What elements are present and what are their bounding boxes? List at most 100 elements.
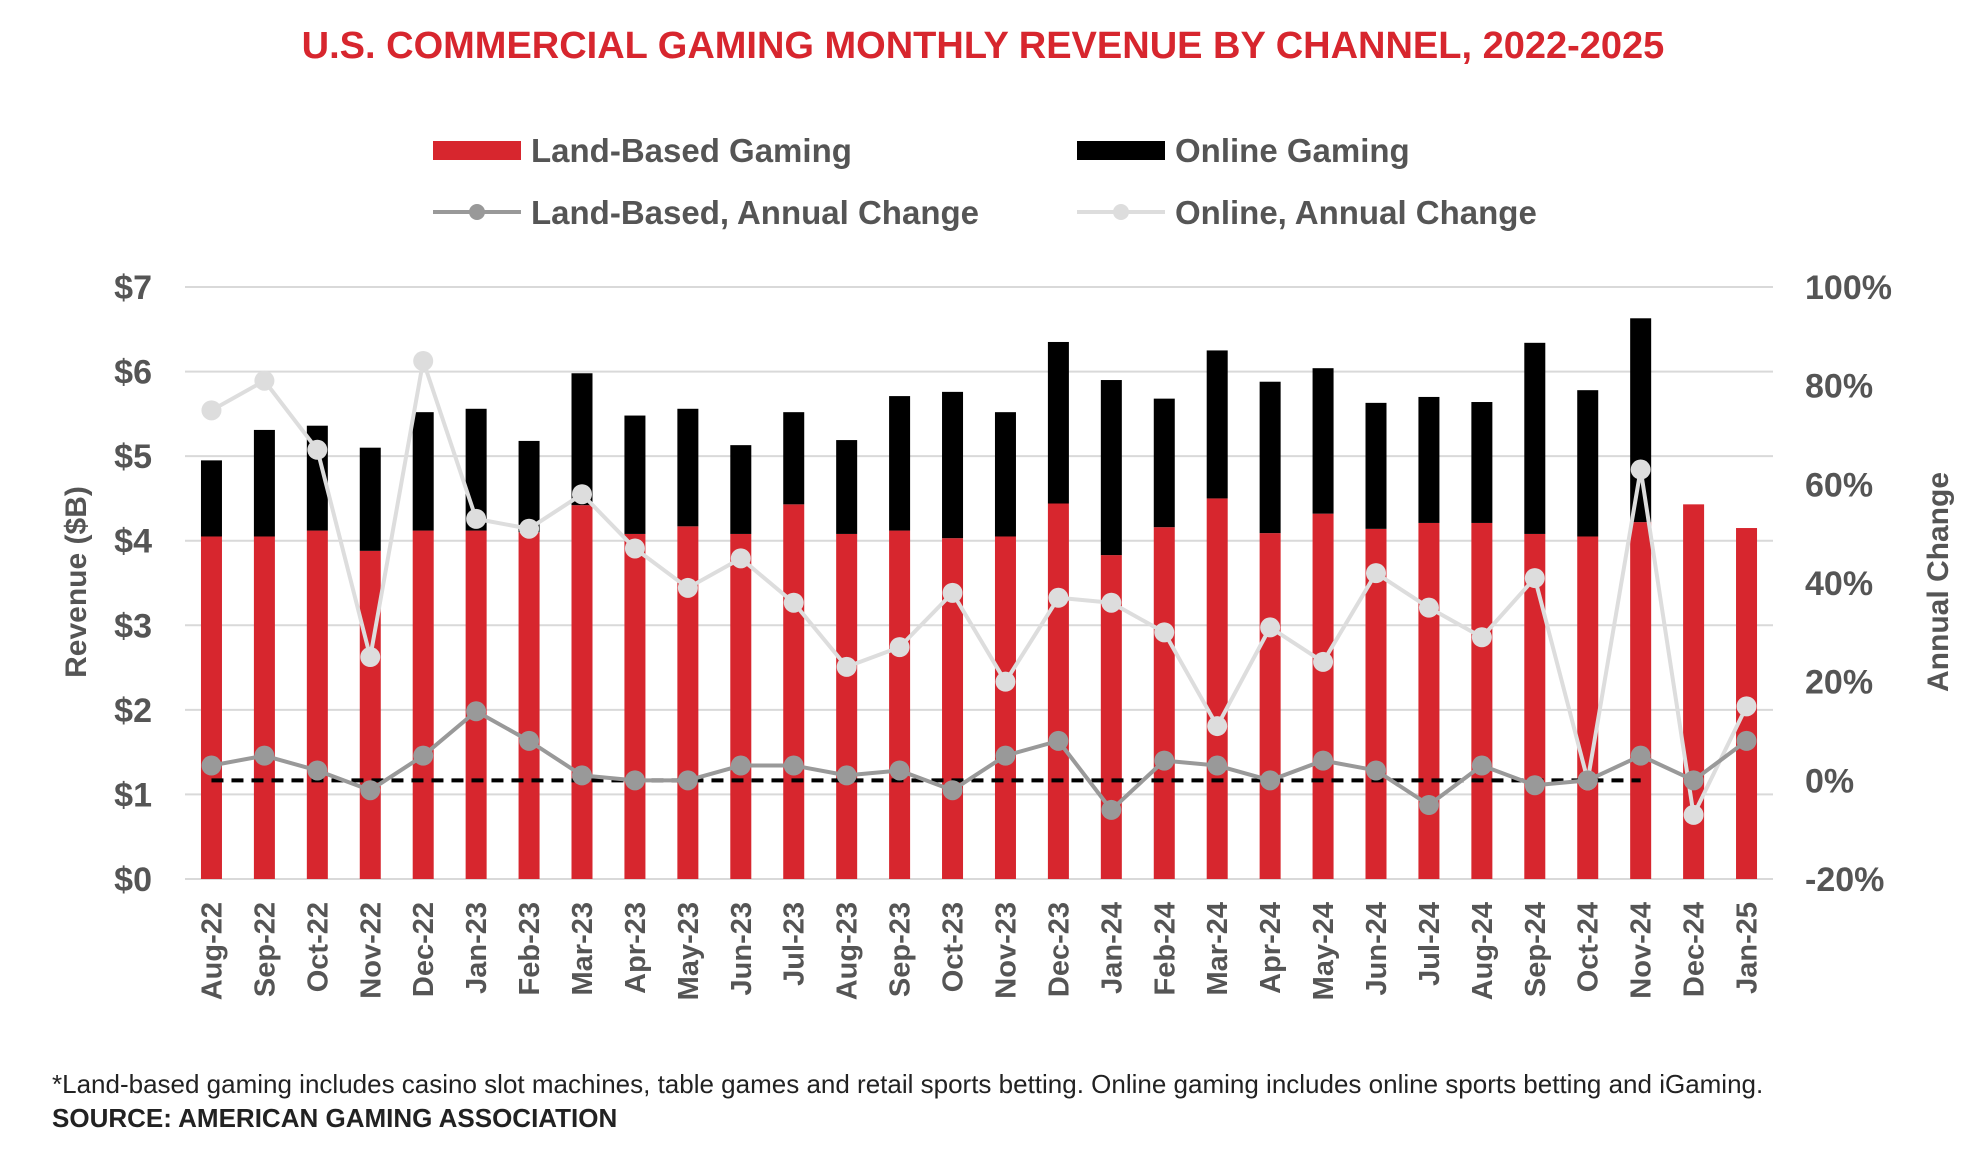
online-change-point xyxy=(1366,563,1386,584)
x-tick-label: Jun-24 xyxy=(1361,902,1393,995)
bar-online xyxy=(1365,402,1387,529)
left-axis-ticks: $0 $1 $2 $3 $4 $5 $6 $7 xyxy=(114,269,152,899)
bar-land-based xyxy=(836,533,858,879)
bar-land-based xyxy=(412,530,434,879)
x-tick-label: Sep-24 xyxy=(1520,902,1552,997)
x-tick-label: Jan-24 xyxy=(1096,902,1128,994)
land-change-point xyxy=(836,765,857,786)
online-change-point xyxy=(1154,622,1175,643)
bar-land-based xyxy=(624,533,646,879)
bar-online xyxy=(889,396,911,531)
x-tick-label: Apr-23 xyxy=(620,902,652,994)
bar-online xyxy=(571,373,593,506)
land-change-point xyxy=(1101,799,1122,820)
x-tick-label: Oct-22 xyxy=(302,902,334,992)
x-tick-label: Sep-22 xyxy=(249,902,281,997)
right-tick-label: 0% xyxy=(1805,762,1854,800)
online-change-point xyxy=(1471,627,1492,648)
x-tick-label: Mar-24 xyxy=(1202,902,1234,996)
land-change-point xyxy=(466,701,487,722)
left-tick-label: $2 xyxy=(114,692,152,730)
x-tick-label: Nov-24 xyxy=(1626,902,1658,999)
land-change-point xyxy=(1207,755,1228,776)
right-tick-label: 80% xyxy=(1805,368,1873,406)
online-change-point xyxy=(1524,568,1545,589)
bar-online xyxy=(1259,381,1281,534)
land-change-point xyxy=(677,770,698,791)
bar-online xyxy=(783,412,805,505)
left-tick-label: $7 xyxy=(114,269,152,307)
online-change-point xyxy=(1207,716,1228,737)
bar-online xyxy=(942,391,964,539)
bar-land-based xyxy=(1312,513,1334,879)
annual-change-lines xyxy=(201,351,1757,825)
land-change-point xyxy=(624,770,645,791)
left-tick-label: $5 xyxy=(114,438,152,476)
online-change-point xyxy=(201,400,222,421)
online-change-point xyxy=(519,518,540,539)
bar-land-based xyxy=(200,536,222,879)
land-change-point xyxy=(783,755,804,776)
online-change-point xyxy=(1736,696,1757,717)
x-tick-label: Jul-23 xyxy=(779,902,811,986)
bar-online xyxy=(200,460,222,537)
online-change-point xyxy=(677,577,698,598)
online-change-line xyxy=(210,359,1749,817)
bar-online xyxy=(836,440,858,534)
legend-swatch-online xyxy=(1077,141,1165,160)
online-change-point xyxy=(254,370,275,391)
bar-online xyxy=(1100,380,1122,556)
land-change-point xyxy=(1736,730,1757,751)
right-tick-label: 40% xyxy=(1805,565,1873,603)
bar-land-based xyxy=(1100,555,1122,879)
x-tick-label: Dec-23 xyxy=(1043,902,1075,997)
x-tick-label: Sep-23 xyxy=(885,902,917,997)
gridlines xyxy=(185,286,1773,880)
right-tick-label: 60% xyxy=(1805,466,1873,504)
land-change-point xyxy=(1577,770,1598,791)
bar-land-based xyxy=(1630,522,1652,879)
bar-land-based xyxy=(359,550,381,879)
online-change-point xyxy=(1683,804,1704,825)
bar-online xyxy=(1630,318,1652,523)
legend-marker-land-change xyxy=(469,204,485,220)
online-change-point xyxy=(413,351,434,371)
right-axis-ticks: -20% 0% 20% 40% 60% 80% 100% xyxy=(1805,269,1892,899)
land-change-point xyxy=(1471,755,1492,776)
online-change-point xyxy=(1418,597,1439,618)
land-change-point xyxy=(572,765,592,786)
bar-online xyxy=(1206,350,1228,499)
land-change-point xyxy=(413,745,434,766)
left-tick-label: $0 xyxy=(114,861,152,899)
land-change-point xyxy=(1630,745,1651,766)
bar-land-based xyxy=(1259,533,1281,879)
bar-online xyxy=(253,429,275,537)
land-change-point xyxy=(307,760,328,781)
right-tick-label: 20% xyxy=(1805,664,1873,702)
bar-land-based xyxy=(518,532,540,879)
land-change-point xyxy=(1260,770,1281,791)
x-tick-label: Feb-24 xyxy=(1149,902,1181,995)
bar-land-based xyxy=(783,504,805,879)
land-change-point xyxy=(1418,795,1439,815)
x-axis-ticks: Aug-22 Sep-22 Oct-22 Nov-22 Dec-22 Jan-23 Feb-… xyxy=(196,902,1763,1000)
online-change-point xyxy=(783,592,804,613)
legend-marker-online-change xyxy=(1113,204,1129,220)
x-tick-label: May-23 xyxy=(673,902,705,1000)
online-change-point xyxy=(572,484,592,505)
land-change-point xyxy=(1683,770,1704,791)
bar-online xyxy=(1153,398,1175,528)
left-tick-label: $1 xyxy=(114,776,152,814)
bar-online xyxy=(1524,342,1546,534)
online-change-point xyxy=(466,508,487,529)
land-change-point xyxy=(1366,760,1386,781)
online-change-point xyxy=(1101,592,1122,613)
land-change-point xyxy=(254,745,275,766)
chart-title: U.S. COMMERCIAL GAMING MONTHLY REVENUE B… xyxy=(302,25,1665,67)
x-tick-label: Apr-24 xyxy=(1255,902,1287,994)
online-change-point xyxy=(836,656,857,677)
online-change-point xyxy=(307,439,328,460)
right-tick-label: 100% xyxy=(1805,269,1892,307)
bar-online xyxy=(1577,390,1599,537)
bar-land-based xyxy=(677,526,699,879)
